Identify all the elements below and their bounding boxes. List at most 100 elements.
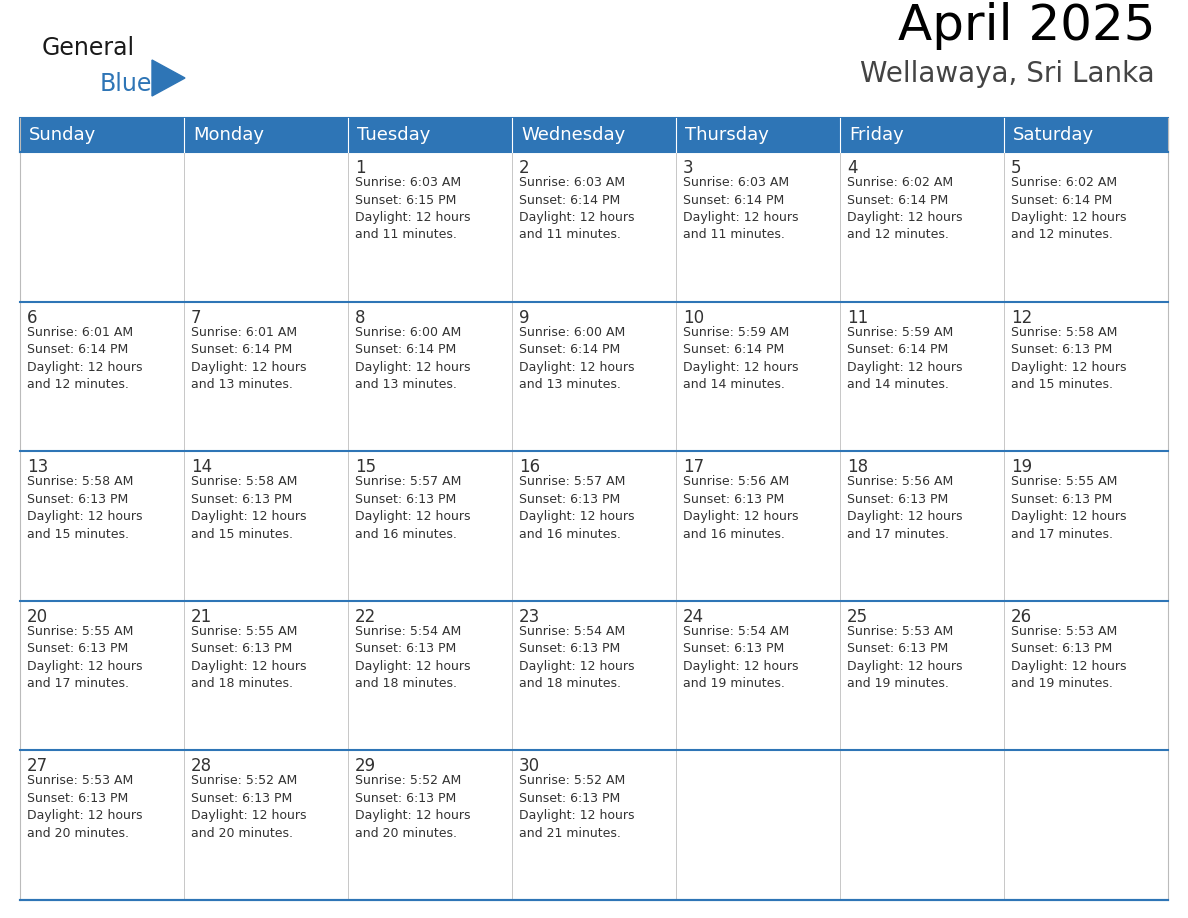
Text: 19: 19 <box>1011 458 1032 476</box>
Text: 11: 11 <box>847 308 868 327</box>
Text: 26: 26 <box>1011 608 1032 626</box>
Bar <box>676 152 840 302</box>
Bar <box>20 452 184 600</box>
Bar <box>1004 118 1168 152</box>
Text: Sunrise: 5:58 AM
Sunset: 6:13 PM
Daylight: 12 hours
and 15 minutes.: Sunrise: 5:58 AM Sunset: 6:13 PM Dayligh… <box>27 476 143 541</box>
Text: Sunrise: 5:58 AM
Sunset: 6:13 PM
Daylight: 12 hours
and 15 minutes.: Sunrise: 5:58 AM Sunset: 6:13 PM Dayligh… <box>191 476 307 541</box>
Bar <box>840 750 1004 900</box>
Bar <box>348 750 512 900</box>
Text: Sunrise: 6:03 AM
Sunset: 6:14 PM
Daylight: 12 hours
and 11 minutes.: Sunrise: 6:03 AM Sunset: 6:14 PM Dayligh… <box>683 176 798 241</box>
Text: 27: 27 <box>27 757 49 776</box>
Bar <box>184 152 348 302</box>
Bar <box>512 152 676 302</box>
Text: Sunrise: 5:57 AM
Sunset: 6:13 PM
Daylight: 12 hours
and 16 minutes.: Sunrise: 5:57 AM Sunset: 6:13 PM Dayligh… <box>355 476 470 541</box>
Text: Sunrise: 5:55 AM
Sunset: 6:13 PM
Daylight: 12 hours
and 17 minutes.: Sunrise: 5:55 AM Sunset: 6:13 PM Dayligh… <box>1011 476 1126 541</box>
Text: Sunrise: 5:55 AM
Sunset: 6:13 PM
Daylight: 12 hours
and 17 minutes.: Sunrise: 5:55 AM Sunset: 6:13 PM Dayligh… <box>27 625 143 690</box>
Text: 16: 16 <box>519 458 541 476</box>
Bar <box>840 118 1004 152</box>
Bar <box>512 302 676 452</box>
Bar <box>20 118 1168 152</box>
Text: Wednesday: Wednesday <box>522 126 625 144</box>
Text: Sunrise: 5:53 AM
Sunset: 6:13 PM
Daylight: 12 hours
and 19 minutes.: Sunrise: 5:53 AM Sunset: 6:13 PM Dayligh… <box>847 625 962 690</box>
Bar <box>184 750 348 900</box>
Text: Sunrise: 5:59 AM
Sunset: 6:14 PM
Daylight: 12 hours
and 14 minutes.: Sunrise: 5:59 AM Sunset: 6:14 PM Dayligh… <box>847 326 962 391</box>
Bar <box>348 452 512 600</box>
Text: 3: 3 <box>683 159 694 177</box>
Bar <box>840 452 1004 600</box>
Bar <box>676 302 840 452</box>
Text: Sunrise: 5:56 AM
Sunset: 6:13 PM
Daylight: 12 hours
and 17 minutes.: Sunrise: 5:56 AM Sunset: 6:13 PM Dayligh… <box>847 476 962 541</box>
Bar <box>1004 152 1168 302</box>
Bar <box>348 152 512 302</box>
Text: Sunrise: 5:54 AM
Sunset: 6:13 PM
Daylight: 12 hours
and 18 minutes.: Sunrise: 5:54 AM Sunset: 6:13 PM Dayligh… <box>355 625 470 690</box>
Bar <box>184 600 348 750</box>
Bar <box>20 118 184 152</box>
Text: 28: 28 <box>191 757 213 776</box>
Text: 1: 1 <box>355 159 366 177</box>
Text: 15: 15 <box>355 458 377 476</box>
Text: Thursday: Thursday <box>685 126 769 144</box>
Text: Sunrise: 6:00 AM
Sunset: 6:14 PM
Daylight: 12 hours
and 13 minutes.: Sunrise: 6:00 AM Sunset: 6:14 PM Dayligh… <box>355 326 470 391</box>
Text: 24: 24 <box>683 608 704 626</box>
Text: 4: 4 <box>847 159 858 177</box>
Text: Sunrise: 5:59 AM
Sunset: 6:14 PM
Daylight: 12 hours
and 14 minutes.: Sunrise: 5:59 AM Sunset: 6:14 PM Dayligh… <box>683 326 798 391</box>
Text: Sunrise: 6:02 AM
Sunset: 6:14 PM
Daylight: 12 hours
and 12 minutes.: Sunrise: 6:02 AM Sunset: 6:14 PM Dayligh… <box>847 176 962 241</box>
Text: Sunrise: 5:57 AM
Sunset: 6:13 PM
Daylight: 12 hours
and 16 minutes.: Sunrise: 5:57 AM Sunset: 6:13 PM Dayligh… <box>519 476 634 541</box>
Text: Saturday: Saturday <box>1013 126 1094 144</box>
Bar <box>840 302 1004 452</box>
Bar <box>20 750 184 900</box>
Text: Sunrise: 6:01 AM
Sunset: 6:14 PM
Daylight: 12 hours
and 12 minutes.: Sunrise: 6:01 AM Sunset: 6:14 PM Dayligh… <box>27 326 143 391</box>
Text: 10: 10 <box>683 308 704 327</box>
Bar <box>20 302 184 452</box>
Text: 17: 17 <box>683 458 704 476</box>
Bar <box>348 118 512 152</box>
Text: 12: 12 <box>1011 308 1032 327</box>
Text: Blue: Blue <box>100 72 152 96</box>
Text: Sunrise: 6:01 AM
Sunset: 6:14 PM
Daylight: 12 hours
and 13 minutes.: Sunrise: 6:01 AM Sunset: 6:14 PM Dayligh… <box>191 326 307 391</box>
Bar <box>676 118 840 152</box>
Bar <box>184 302 348 452</box>
Text: 14: 14 <box>191 458 213 476</box>
Text: Sunrise: 5:54 AM
Sunset: 6:13 PM
Daylight: 12 hours
and 18 minutes.: Sunrise: 5:54 AM Sunset: 6:13 PM Dayligh… <box>519 625 634 690</box>
Text: April 2025: April 2025 <box>897 2 1155 50</box>
Text: Friday: Friday <box>849 126 904 144</box>
Text: Sunrise: 5:53 AM
Sunset: 6:13 PM
Daylight: 12 hours
and 19 minutes.: Sunrise: 5:53 AM Sunset: 6:13 PM Dayligh… <box>1011 625 1126 690</box>
Text: 29: 29 <box>355 757 377 776</box>
Bar <box>676 600 840 750</box>
Bar <box>348 302 512 452</box>
Bar <box>20 600 184 750</box>
Bar <box>1004 452 1168 600</box>
Text: 18: 18 <box>847 458 868 476</box>
Text: Sunrise: 5:56 AM
Sunset: 6:13 PM
Daylight: 12 hours
and 16 minutes.: Sunrise: 5:56 AM Sunset: 6:13 PM Dayligh… <box>683 476 798 541</box>
Text: Sunrise: 6:00 AM
Sunset: 6:14 PM
Daylight: 12 hours
and 13 minutes.: Sunrise: 6:00 AM Sunset: 6:14 PM Dayligh… <box>519 326 634 391</box>
Polygon shape <box>152 60 185 96</box>
Text: Sunrise: 6:03 AM
Sunset: 6:15 PM
Daylight: 12 hours
and 11 minutes.: Sunrise: 6:03 AM Sunset: 6:15 PM Dayligh… <box>355 176 470 241</box>
Text: 8: 8 <box>355 308 366 327</box>
Text: Monday: Monday <box>192 126 264 144</box>
Bar <box>512 452 676 600</box>
Text: Wellawaya, Sri Lanka: Wellawaya, Sri Lanka <box>860 60 1155 88</box>
Text: General: General <box>42 36 135 60</box>
Bar <box>676 452 840 600</box>
Bar <box>512 600 676 750</box>
Text: Sunrise: 6:02 AM
Sunset: 6:14 PM
Daylight: 12 hours
and 12 minutes.: Sunrise: 6:02 AM Sunset: 6:14 PM Dayligh… <box>1011 176 1126 241</box>
Bar <box>1004 600 1168 750</box>
Text: 7: 7 <box>191 308 202 327</box>
Text: 25: 25 <box>847 608 868 626</box>
Text: Sunrise: 5:52 AM
Sunset: 6:13 PM
Daylight: 12 hours
and 20 minutes.: Sunrise: 5:52 AM Sunset: 6:13 PM Dayligh… <box>191 775 307 840</box>
Bar <box>1004 750 1168 900</box>
Text: Sunrise: 6:03 AM
Sunset: 6:14 PM
Daylight: 12 hours
and 11 minutes.: Sunrise: 6:03 AM Sunset: 6:14 PM Dayligh… <box>519 176 634 241</box>
Text: Sunrise: 5:54 AM
Sunset: 6:13 PM
Daylight: 12 hours
and 19 minutes.: Sunrise: 5:54 AM Sunset: 6:13 PM Dayligh… <box>683 625 798 690</box>
Text: 23: 23 <box>519 608 541 626</box>
Text: Sunrise: 5:58 AM
Sunset: 6:13 PM
Daylight: 12 hours
and 15 minutes.: Sunrise: 5:58 AM Sunset: 6:13 PM Dayligh… <box>1011 326 1126 391</box>
Bar <box>840 600 1004 750</box>
Text: 2: 2 <box>519 159 530 177</box>
Bar <box>184 118 348 152</box>
Text: Sunrise: 5:53 AM
Sunset: 6:13 PM
Daylight: 12 hours
and 20 minutes.: Sunrise: 5:53 AM Sunset: 6:13 PM Dayligh… <box>27 775 143 840</box>
Bar <box>676 750 840 900</box>
Text: 5: 5 <box>1011 159 1022 177</box>
Text: Sunrise: 5:52 AM
Sunset: 6:13 PM
Daylight: 12 hours
and 20 minutes.: Sunrise: 5:52 AM Sunset: 6:13 PM Dayligh… <box>355 775 470 840</box>
Text: 22: 22 <box>355 608 377 626</box>
Text: Sunrise: 5:52 AM
Sunset: 6:13 PM
Daylight: 12 hours
and 21 minutes.: Sunrise: 5:52 AM Sunset: 6:13 PM Dayligh… <box>519 775 634 840</box>
Bar <box>184 452 348 600</box>
